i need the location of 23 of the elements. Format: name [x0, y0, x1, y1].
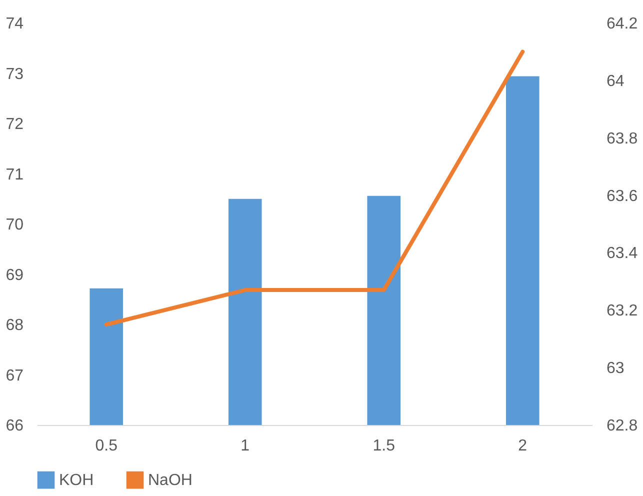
x-tick-label: 1 [240, 438, 250, 454]
y-tick-label: 71 [6, 166, 24, 184]
y2-tick-label: 63 [606, 360, 624, 378]
y-tick-label: 66 [6, 418, 24, 434]
legend-label: NaOH [148, 472, 192, 490]
y-tick-label: 68 [6, 317, 24, 334]
y-tick-label: 73 [6, 66, 24, 83]
y-tick-label: 70 [6, 216, 24, 234]
legend-label: KOH [59, 472, 94, 490]
y2-tick-label: 63.6 [606, 188, 638, 205]
y2-tick-label: 64.2 [606, 16, 638, 32]
y-tick-label: 67 [6, 367, 24, 384]
y-tick-label: 74 [6, 16, 24, 32]
y2-tick-label: 63.4 [606, 245, 638, 262]
x-tick-label: 2 [518, 438, 528, 454]
y2-tick-label: 63.2 [606, 302, 638, 320]
y2-tick-label: 64 [606, 72, 624, 90]
y-tick-label: 69 [6, 266, 24, 284]
y2-tick-label: 62.8 [606, 418, 638, 434]
y-tick-label: 72 [6, 116, 24, 133]
x-tick-label: 1.5 [372, 438, 396, 454]
y2-tick-label: 63.8 [606, 130, 638, 148]
x-tick-label: 0.5 [95, 438, 118, 454]
